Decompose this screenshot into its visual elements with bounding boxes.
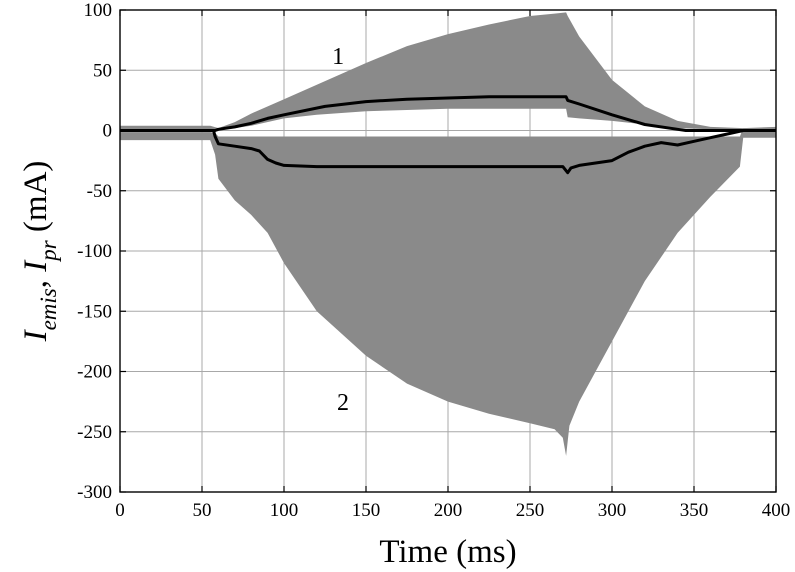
y-tick-label: 100	[84, 0, 113, 21]
y-tick-label: -300	[77, 482, 112, 503]
y-axis-title-base2: I	[18, 259, 54, 273]
y-tick-label: -50	[87, 181, 112, 202]
x-tick-label: 250	[516, 500, 545, 521]
x-tick-label: 100	[270, 500, 299, 521]
series-band-1	[120, 12, 776, 133]
y-tick-label: -100	[77, 241, 112, 262]
y-tick-label: -150	[77, 301, 112, 322]
y-axis-title-base1: I	[18, 328, 54, 342]
y-axis-title-unit: (mA)	[18, 161, 54, 241]
x-tick-label: 150	[352, 500, 381, 521]
y-tick-label: 0	[103, 121, 113, 142]
y-axis-title-sub1: emis	[36, 288, 61, 330]
series-layer	[120, 12, 776, 456]
x-tick-label: 300	[598, 500, 627, 521]
x-tick-label: 350	[680, 500, 709, 521]
tick-labels: 0 50 100 150 200 250 300 350 400 100 50 0 -50 -100 -15…	[77, 0, 790, 521]
y-axis-title-sub2: pr	[36, 239, 61, 263]
series-line-1-mean	[120, 95, 776, 132]
y-tick-label: 50	[93, 60, 112, 81]
series-line-2-mean	[120, 129, 776, 175]
y-axis-title: Iemis, Ipr (mA)	[18, 161, 61, 343]
annotation-2: 2	[337, 390, 349, 416]
x-tick-label: 200	[434, 500, 463, 521]
y-tick-label: -200	[77, 362, 112, 383]
y-axis-title-sep: ,	[18, 272, 54, 289]
series-band-2	[120, 128, 776, 456]
x-tick-label: 50	[193, 500, 212, 521]
x-tick-label: 0	[115, 500, 125, 521]
ticks	[119, 9, 777, 493]
y-tick-label: -250	[77, 422, 112, 443]
x-tick-label: 400	[762, 500, 791, 521]
x-axis-title: Time (ms)	[379, 534, 516, 570]
annotation-1: 1	[332, 44, 344, 70]
